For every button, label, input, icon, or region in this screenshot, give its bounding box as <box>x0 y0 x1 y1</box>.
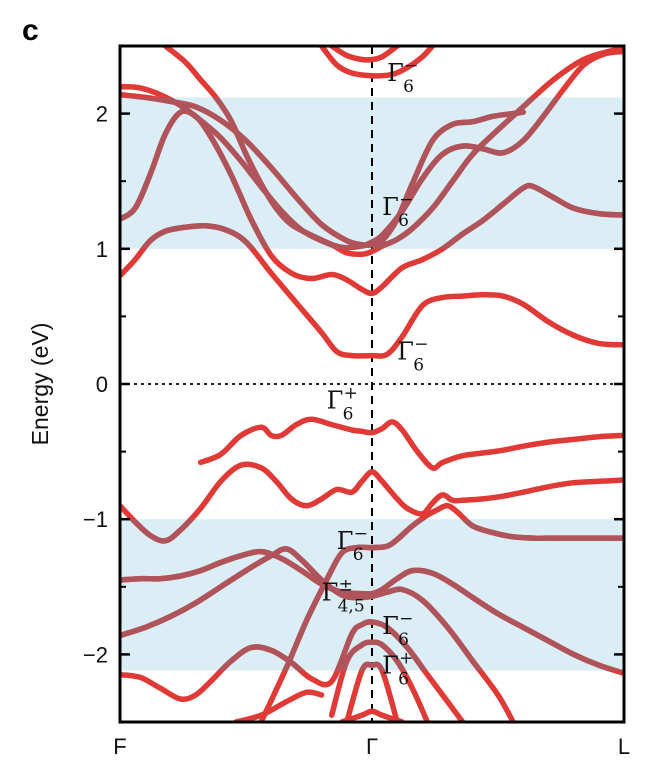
irrep-sup: − <box>399 609 413 629</box>
band-2-shaded-part <box>120 97 526 248</box>
y-tick-label-3: 1 <box>96 237 108 262</box>
irrep-label-1: Γ −6 <box>382 190 413 231</box>
x-tick-label-0: F <box>113 734 126 759</box>
y-tick-label-2: 0 <box>96 372 108 397</box>
irrep-sup: + <box>344 383 358 403</box>
band-7 <box>197 416 624 471</box>
irrep-sub: 4,5 <box>338 596 365 616</box>
band-3-shaded-part <box>120 108 624 249</box>
band-0-shaded-part <box>212 97 538 249</box>
irrep-sup: − <box>399 190 413 210</box>
band-lines <box>120 46 624 722</box>
irrep-sub: 6 <box>398 630 409 650</box>
irrep-base: Γ <box>327 386 344 414</box>
irrep-sup: − <box>404 56 418 76</box>
x-tick-label-1: Γ <box>366 734 378 759</box>
band-11-shaded-part <box>120 546 484 671</box>
irrep-sup: − <box>414 335 428 355</box>
irrep-base: Γ <box>337 527 354 555</box>
band-8 <box>120 461 624 544</box>
irrep-sub: 6 <box>398 211 409 231</box>
band-5 <box>318 46 436 79</box>
x-tick-label-2: L <box>618 734 630 759</box>
irrep-sub: 6 <box>398 669 409 689</box>
irrep-base: Γ <box>387 59 404 87</box>
band-4-shaded-part <box>139 222 256 249</box>
band-6 <box>328 46 400 63</box>
irrep-sup: − <box>354 524 368 544</box>
irrep-base: Γ <box>382 612 399 640</box>
irrep-sub: 6 <box>413 356 424 376</box>
guide-lines <box>120 46 624 722</box>
axis-ticks: −2 −1 0 1 2 F Γ L <box>83 45 630 759</box>
irrep-label-6: Γ −6 <box>382 609 413 650</box>
irrep-base: Γ <box>322 578 339 606</box>
band-12-shaded-part <box>217 619 428 671</box>
band-10-shaded-part <box>120 548 624 671</box>
panel-label: c <box>22 14 39 47</box>
band-13-shaded-part <box>340 639 407 671</box>
band-9-shaded-part <box>282 519 624 671</box>
band-14-shaded-part <box>358 661 386 671</box>
irrep-label-5: Γ ±4,5 <box>322 575 365 616</box>
irrep-label-4: Γ −6 <box>337 524 368 565</box>
irrep-base: Γ <box>382 193 399 221</box>
irrep-label-2: Γ −6 <box>397 335 428 376</box>
y-tick-label-4: 2 <box>96 102 108 127</box>
y-tick-label-1: −1 <box>83 507 108 532</box>
irrep-sup: ± <box>339 575 353 595</box>
band-overlay-0 <box>120 97 624 249</box>
band-16 <box>339 708 405 722</box>
irrep-sub: 6 <box>403 77 414 97</box>
irrep-sub: 6 <box>343 404 354 424</box>
irrep-base: Γ <box>397 338 414 366</box>
irrep-sub: 6 <box>353 545 364 565</box>
irrep-labels: Γ −6Γ −6Γ −6Γ +6Γ −6Γ ±4,5Γ −6Γ +6 <box>322 56 429 689</box>
irrep-label-3: Γ +6 <box>327 383 358 424</box>
irrep-label-7: Γ +6 <box>382 648 413 689</box>
irrep-label-0: Γ −6 <box>387 56 418 97</box>
y-tick-label-0: −2 <box>83 642 108 667</box>
band-overlay-1 <box>120 519 624 671</box>
band-15 <box>233 689 325 722</box>
irrep-base: Γ <box>382 651 399 679</box>
irrep-sup: + <box>399 648 413 668</box>
y-axis-title: Energy (eV) <box>27 323 53 446</box>
